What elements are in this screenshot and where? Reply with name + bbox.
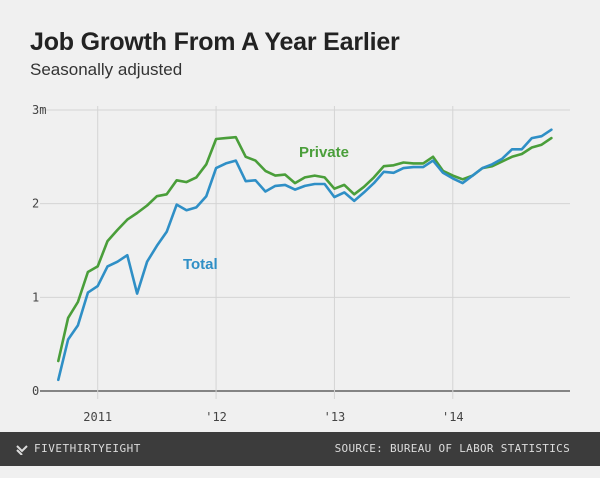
y-tick-label: 2 (32, 197, 39, 211)
line-chart: 0 1 2 3m 2011 '12 '13 '14 Private Total (32, 103, 570, 424)
series-line-total (56, 128, 553, 382)
source-note: SOURCE: BUREAU OF LABOR STATISTICS (334, 442, 570, 455)
series-lines (56, 128, 553, 382)
x-tick-label: '12 (205, 410, 227, 424)
footer-bar: FIVETHIRTYEIGHT SOURCE: BUREAU OF LABOR … (0, 432, 600, 466)
series-labels: Private Total (183, 144, 349, 273)
x-tick-label: 2011 (83, 410, 112, 424)
y-tick-label: 0 (32, 384, 39, 398)
y-tick-label: 3m (32, 103, 46, 117)
series-label-total: Total (183, 256, 218, 273)
axis-labels: 0 1 2 3m 2011 '12 '13 '14 (32, 103, 464, 424)
brand-name: FIVETHIRTYEIGHT (34, 442, 141, 455)
chart-subtitle: Seasonally adjusted (30, 60, 183, 79)
chart-title: Job Growth From A Year Earlier (30, 28, 400, 56)
y-tick-label: 1 (32, 290, 39, 304)
gridlines (40, 106, 570, 399)
fivethirtyeight-logo-icon (16, 445, 28, 455)
x-tick-label: '13 (324, 410, 346, 424)
series-label-private: Private (299, 144, 349, 161)
x-tick-label: '14 (442, 410, 464, 424)
